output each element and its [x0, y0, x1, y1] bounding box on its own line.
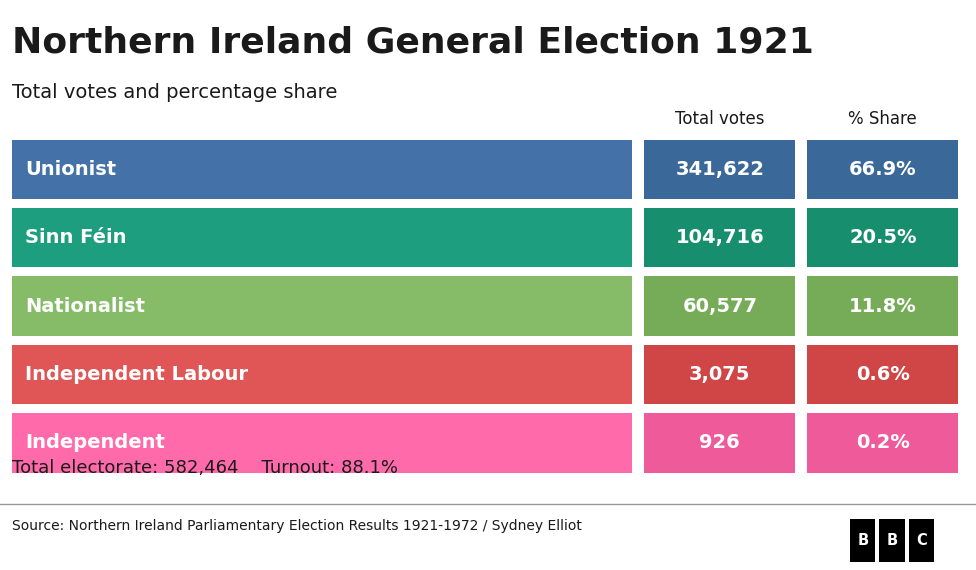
FancyBboxPatch shape: [12, 345, 632, 404]
Text: Nationalist: Nationalist: [25, 296, 145, 316]
FancyBboxPatch shape: [807, 208, 958, 267]
Text: 20.5%: 20.5%: [849, 228, 916, 247]
FancyBboxPatch shape: [12, 276, 632, 336]
Text: Total votes: Total votes: [675, 110, 764, 128]
Text: B: B: [886, 533, 898, 548]
FancyBboxPatch shape: [644, 208, 795, 267]
FancyBboxPatch shape: [644, 140, 795, 199]
FancyBboxPatch shape: [850, 519, 875, 562]
Text: 66.9%: 66.9%: [849, 160, 916, 179]
Text: 0.2%: 0.2%: [856, 433, 910, 453]
Text: 60,577: 60,577: [682, 296, 757, 316]
Text: Sinn Féin: Sinn Féin: [25, 228, 127, 247]
FancyBboxPatch shape: [12, 208, 632, 267]
FancyBboxPatch shape: [807, 276, 958, 336]
FancyBboxPatch shape: [807, 345, 958, 404]
Text: 0.6%: 0.6%: [856, 365, 910, 384]
FancyBboxPatch shape: [879, 519, 905, 562]
FancyBboxPatch shape: [644, 276, 795, 336]
Text: B: B: [857, 533, 869, 548]
Text: 11.8%: 11.8%: [849, 296, 916, 316]
FancyBboxPatch shape: [644, 345, 795, 404]
FancyBboxPatch shape: [807, 413, 958, 473]
Text: Source: Northern Ireland Parliamentary Election Results 1921-1972 / Sydney Ellio: Source: Northern Ireland Parliamentary E…: [12, 519, 582, 533]
Text: % Share: % Share: [848, 110, 917, 128]
Text: 3,075: 3,075: [689, 365, 751, 384]
FancyBboxPatch shape: [12, 413, 632, 473]
Text: Independent: Independent: [25, 433, 165, 453]
FancyBboxPatch shape: [644, 413, 795, 473]
FancyBboxPatch shape: [807, 140, 958, 199]
Text: 104,716: 104,716: [675, 228, 764, 247]
Text: Northern Ireland General Election 1921: Northern Ireland General Election 1921: [12, 26, 814, 60]
Text: Independent Labour: Independent Labour: [25, 365, 248, 384]
Text: Total votes and percentage share: Total votes and percentage share: [12, 83, 337, 101]
Text: Total electorate: 582,464    Turnout: 88.1%: Total electorate: 582,464 Turnout: 88.1%: [12, 459, 397, 477]
FancyBboxPatch shape: [909, 519, 934, 562]
Text: 341,622: 341,622: [675, 160, 764, 179]
FancyBboxPatch shape: [12, 140, 632, 199]
Text: Unionist: Unionist: [25, 160, 116, 179]
Text: C: C: [915, 533, 927, 548]
Text: 926: 926: [700, 433, 740, 453]
